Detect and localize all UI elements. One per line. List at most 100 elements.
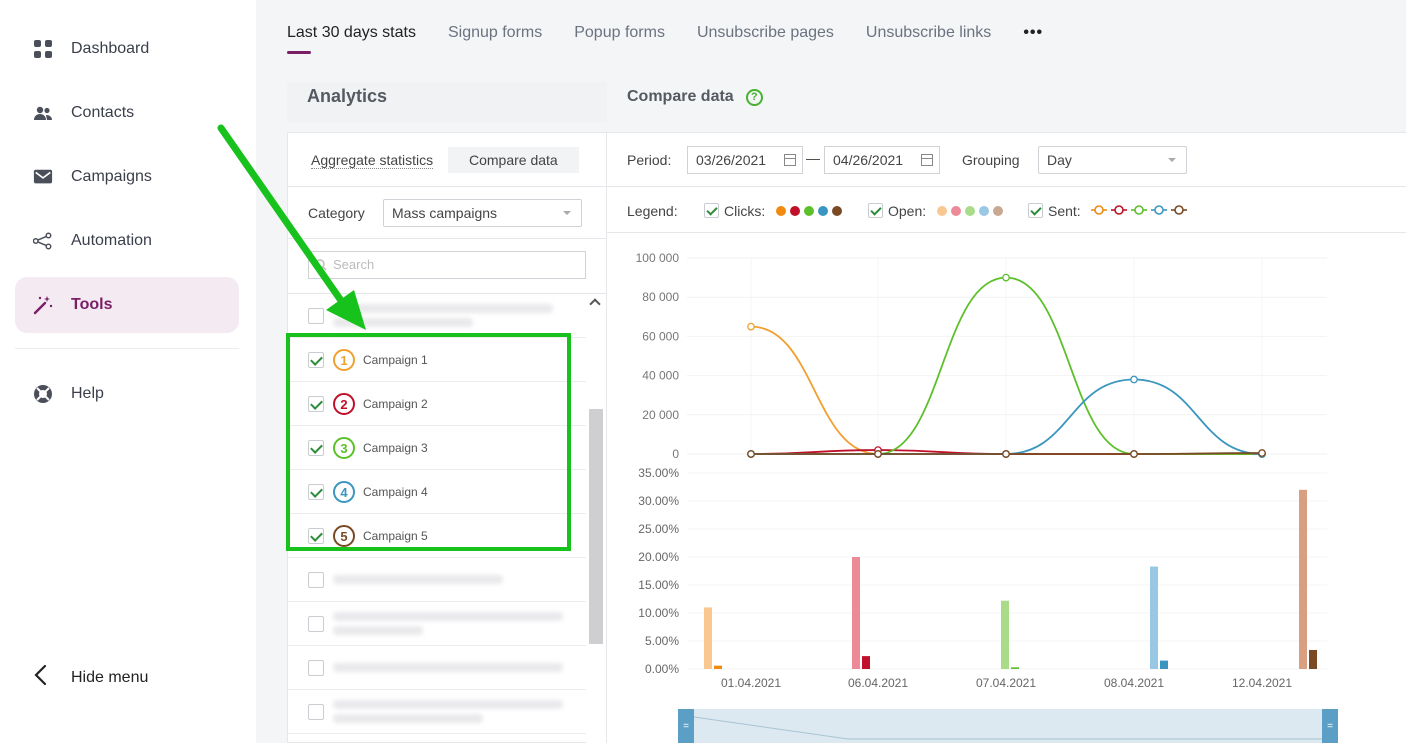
campaign-checkbox[interactable] (308, 616, 324, 632)
sidebar-item-help[interactable]: Help (15, 366, 239, 422)
data-point[interactable] (1002, 273, 1010, 282)
campaigns-icon (33, 167, 53, 187)
search-icon (315, 259, 327, 271)
click-rate-bar[interactable] (862, 656, 870, 669)
sidebar-item-tools[interactable]: Tools (15, 277, 239, 333)
legend-dot (832, 206, 842, 216)
sidebar-item-contacts[interactable]: Contacts (15, 85, 239, 141)
hide-menu-button[interactable]: Hide menu (33, 664, 148, 691)
blurred-text (333, 663, 563, 672)
data-point[interactable] (1130, 375, 1138, 384)
search-input[interactable]: Search (308, 251, 586, 279)
open-rate-bar[interactable] (1001, 600, 1009, 669)
click-rate-bar[interactable] (1011, 667, 1019, 669)
chart-navigator[interactable]: = = (678, 709, 1338, 743)
tab-popup-forms[interactable]: Popup forms (574, 24, 665, 41)
scrollbar-thumb[interactable] (589, 409, 603, 644)
tab-signup-forms[interactable]: Signup forms (447, 24, 543, 41)
highlight-box (286, 333, 571, 551)
list-item[interactable] (288, 690, 586, 734)
sidebar-item-campaigns[interactable]: Campaigns (15, 149, 239, 205)
sent-legend-checkbox[interactable] (1028, 203, 1043, 218)
hide-menu-label: Hide menu (71, 668, 149, 686)
chevron-down-icon (563, 211, 571, 215)
data-point[interactable] (747, 450, 755, 458)
help-question-icon[interactable]: ? (745, 88, 763, 106)
campaign-checkbox[interactable] (308, 396, 324, 412)
campaign-label: Campaign 5 (363, 529, 428, 543)
campaign-number-badge: 1 (333, 349, 355, 371)
campaign-checkbox[interactable] (308, 704, 324, 720)
calendar-icon (921, 154, 933, 166)
list-scrollbar[interactable] (586, 294, 606, 743)
category-select[interactable]: Mass campaigns (383, 199, 582, 227)
tab-unsubscribe-links[interactable]: Unsubscribe links (865, 24, 992, 41)
data-point[interactable] (747, 322, 755, 331)
campaign-label: Campaign 2 (363, 397, 428, 411)
data-point[interactable] (1258, 449, 1266, 457)
campaign-checkbox[interactable] (308, 352, 324, 368)
legend-row: Legend: Clicks: Open: Sent: (607, 187, 1406, 233)
date-from-input[interactable]: 03/26/2021 (687, 146, 803, 174)
clicks-legend-checkbox[interactable] (704, 203, 719, 218)
click-rate-bar[interactable] (1309, 649, 1317, 669)
campaign-checkbox[interactable] (308, 440, 324, 456)
campaign-checkbox[interactable] (308, 308, 324, 324)
grouping-select[interactable]: Day (1038, 146, 1187, 174)
sidebar: Dashboard Contacts Campaigns Automation … (0, 0, 256, 743)
list-item[interactable] (288, 294, 586, 338)
sidebar-item-label: Dashboard (71, 40, 150, 57)
list-item[interactable] (288, 646, 586, 690)
campaign-checkbox[interactable] (308, 528, 324, 544)
list-item[interactable]: 1 Campaign 1 (288, 338, 586, 382)
sidebar-item-automation[interactable]: Automation (15, 213, 239, 269)
period-label: Period: (627, 152, 672, 168)
list-item[interactable]: 2 Campaign 2 (288, 382, 586, 426)
legend-dot (993, 206, 1003, 216)
tab-compare-data[interactable]: Compare data (448, 147, 579, 173)
line-y-tick-label: 100 000 (636, 251, 680, 265)
legend-sent-label: Sent: (1048, 203, 1081, 219)
list-item[interactable] (288, 558, 586, 602)
campaign-checkbox[interactable] (308, 572, 324, 588)
sent-legend-markers (1091, 205, 1187, 215)
tab-aggregate-statistics[interactable]: Aggregate statistics (311, 152, 434, 169)
open-rate-bar[interactable] (852, 557, 860, 669)
campaign-checkbox[interactable] (308, 484, 324, 500)
list-item[interactable]: 5 Campaign 5 (288, 514, 586, 558)
sidebar-item-dashboard[interactable]: Dashboard (15, 21, 239, 77)
data-point[interactable] (874, 450, 882, 458)
navigator-left-handle[interactable]: = (678, 709, 694, 743)
open-rate-bar[interactable] (704, 607, 712, 669)
list-item[interactable]: 3 Campaign 3 (288, 426, 586, 470)
line-y-tick-label: 80 000 (642, 290, 679, 304)
x-tick-label: 08.04.2021 (1104, 676, 1164, 690)
data-point[interactable] (1130, 450, 1138, 458)
x-tick-label: 01.04.2021 (721, 676, 781, 690)
list-item[interactable]: 4 Campaign 4 (288, 470, 586, 514)
blurred-text (333, 575, 503, 584)
click-rate-bar[interactable] (1160, 660, 1168, 669)
line-y-tick-label: 0 (672, 447, 679, 461)
open-rate-bar[interactable] (1299, 489, 1307, 669)
data-point[interactable] (1002, 450, 1010, 458)
campaign-label: Campaign 4 (363, 485, 428, 499)
open-legend-checkbox[interactable] (868, 203, 883, 218)
contacts-icon (33, 103, 53, 123)
tab-unsubscribe-pages[interactable]: Unsubscribe pages (696, 24, 834, 41)
scroll-up-icon[interactable] (589, 298, 601, 310)
sidebar-item-label: Contacts (71, 104, 135, 121)
list-item[interactable] (288, 602, 586, 646)
click-rate-bar[interactable] (714, 665, 722, 669)
blurred-text (333, 700, 563, 709)
more-tabs-button[interactable]: ••• (1023, 24, 1044, 41)
open-rate-bar[interactable] (1150, 566, 1158, 669)
navigator-right-handle[interactable]: = (1322, 709, 1338, 743)
compare-data-label: Compare data (627, 88, 734, 105)
date-to-input[interactable]: 04/26/2021 (824, 146, 940, 174)
blurred-text (333, 626, 423, 635)
tab-last-30-days-stats[interactable]: Last 30 days stats (287, 24, 416, 54)
category-value: Mass campaigns (392, 205, 498, 221)
bar-y-tick-label: 35.00% (638, 466, 679, 480)
campaign-checkbox[interactable] (308, 660, 324, 676)
